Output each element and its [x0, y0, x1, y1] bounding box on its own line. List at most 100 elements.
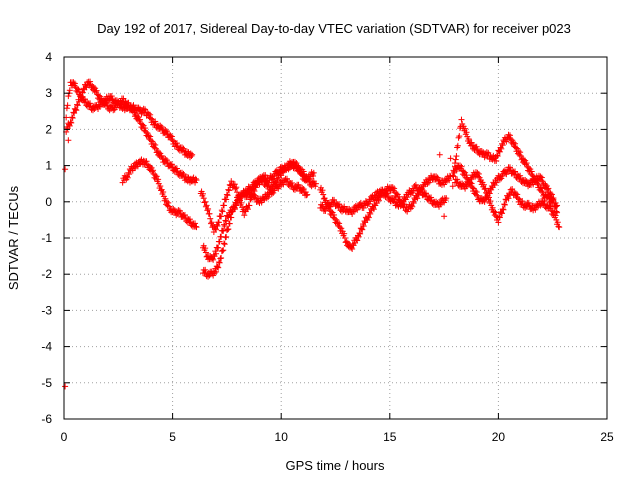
data-point	[341, 235, 348, 241]
data-point	[549, 208, 556, 215]
data-point	[98, 95, 105, 102]
data-point	[529, 172, 536, 179]
data-point	[215, 244, 222, 251]
data-point	[155, 176, 162, 183]
data-point	[434, 174, 441, 181]
data-point	[528, 168, 535, 175]
data-point	[355, 233, 362, 240]
data-point	[206, 210, 213, 217]
x-tick-label: 0	[61, 430, 68, 444]
data-point	[538, 177, 545, 184]
data-point	[533, 204, 540, 211]
data-point	[481, 154, 488, 161]
data-point	[165, 160, 172, 167]
data-point	[517, 149, 524, 156]
y-tick-label: 0	[45, 195, 52, 209]
data-point	[147, 163, 154, 170]
data-point	[517, 175, 524, 182]
data-point	[105, 102, 112, 109]
data-points	[62, 78, 563, 390]
data-point	[208, 219, 215, 226]
data-point	[186, 179, 193, 186]
data-point	[552, 203, 559, 210]
data-point	[385, 193, 392, 200]
data-point	[389, 195, 396, 202]
chart-title: Day 192 of 2017, Sidereal Day-to-day VTE…	[97, 21, 571, 36]
data-point	[375, 197, 382, 204]
data-point	[221, 241, 228, 248]
data-point	[459, 180, 466, 187]
data-point	[131, 165, 138, 172]
x-tick-label: 5	[169, 430, 176, 444]
data-point	[95, 92, 102, 99]
data-point	[71, 80, 78, 87]
data-point	[478, 147, 485, 154]
data-point	[151, 144, 158, 151]
data-point	[291, 158, 298, 165]
y-tick-label: 4	[45, 50, 52, 64]
x-tick-label: 15	[383, 430, 397, 444]
data-point	[506, 164, 513, 171]
data-point	[472, 191, 479, 198]
data-point	[485, 149, 492, 156]
data-point	[230, 203, 237, 210]
data-point	[173, 165, 180, 172]
data-point	[153, 173, 160, 180]
data-point	[512, 144, 519, 151]
data-point	[142, 128, 149, 135]
data-point	[381, 189, 388, 196]
data-point	[303, 192, 310, 199]
data-point	[547, 203, 554, 210]
data-point	[416, 184, 423, 191]
data-point	[204, 207, 211, 214]
data-point	[319, 187, 326, 194]
data-point	[537, 173, 544, 180]
data-point	[410, 200, 417, 207]
data-point	[218, 207, 225, 214]
data-point	[556, 224, 563, 231]
data-point	[192, 179, 199, 186]
data-point	[474, 146, 481, 153]
data-point	[300, 186, 307, 193]
data-point	[293, 160, 300, 167]
data-point	[341, 230, 348, 237]
data-point	[62, 383, 69, 390]
data-point	[402, 207, 409, 214]
data-point	[200, 190, 207, 197]
data-point	[384, 190, 391, 197]
data-point	[163, 157, 170, 164]
data-point	[220, 227, 227, 234]
data-point	[504, 168, 511, 175]
data-point	[143, 158, 150, 165]
data-point	[472, 187, 479, 194]
data-point	[550, 195, 557, 202]
data-point	[63, 105, 70, 112]
data-point	[170, 205, 177, 212]
data-point	[525, 199, 532, 206]
data-point	[79, 89, 86, 96]
data-point	[203, 202, 210, 209]
data-point	[163, 198, 170, 205]
data-point	[551, 200, 558, 207]
data-point	[162, 195, 169, 202]
data-point	[202, 245, 209, 252]
data-point	[414, 195, 421, 202]
data-point	[417, 186, 424, 193]
data-point	[522, 176, 529, 183]
data-point	[260, 197, 267, 204]
data-point	[485, 194, 492, 201]
data-point	[531, 178, 538, 185]
data-point	[160, 189, 167, 196]
data-point	[356, 230, 363, 237]
data-point	[547, 190, 554, 197]
data-point	[423, 190, 429, 197]
data-point	[103, 99, 110, 106]
data-point	[180, 170, 187, 177]
data-point	[181, 211, 188, 218]
data-point	[458, 116, 465, 123]
data-point	[157, 122, 164, 129]
data-point	[260, 175, 267, 182]
data-point	[481, 198, 488, 205]
data-point	[87, 78, 94, 85]
data-point	[289, 179, 296, 186]
